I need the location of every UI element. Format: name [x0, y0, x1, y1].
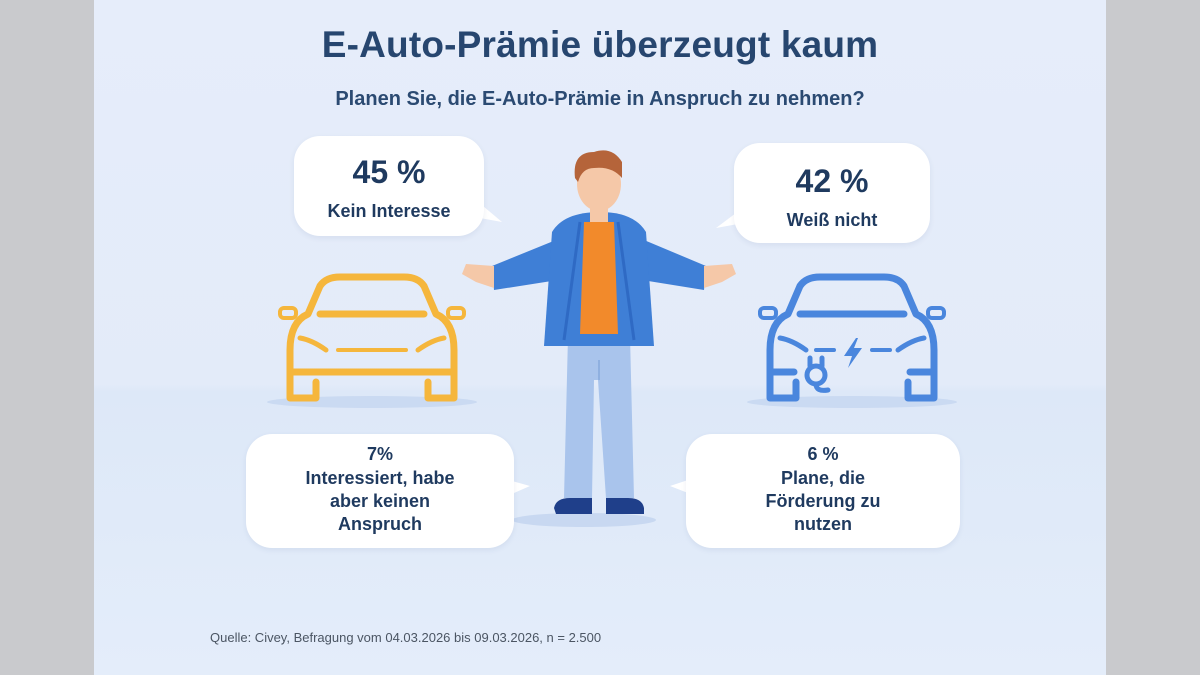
value-kein-anspruch: 7%	[366, 444, 393, 464]
source-note: Quelle: Civey, Befragung vom 04.03.2026 …	[210, 630, 602, 645]
bubble-kein-anspruch: 7% Interessiert, habe aber keinen Anspru…	[246, 434, 514, 548]
value-foerderung-nutzen: 6 %	[807, 444, 839, 464]
chart-title: E-Auto-Prämie überzeugt kaum	[321, 24, 879, 65]
value-weiss-nicht: 42 %	[795, 163, 869, 199]
electric-car-icon	[758, 273, 946, 402]
bubble-kein-interesse: 45 % Kein Interesse	[294, 136, 484, 236]
chart-subtitle: Planen Sie, die E-Auto-Prämie in Anspruc…	[335, 88, 865, 110]
combustion-car-icon	[278, 273, 466, 402]
infographic-canvas: E-Auto-Prämie überzeugt kaum Planen Sie,…	[94, 0, 1106, 675]
lightning-bolt-icon	[844, 338, 862, 368]
bubble-foerderung-nutzen: 6 % Plane, die Förderung zu nutzen	[686, 434, 960, 548]
label-kein-interesse: Kein Interesse	[327, 201, 451, 221]
label-kein-anspruch: Interessiert, habe aber keinen Anspruch	[305, 468, 455, 534]
label-weiss-nicht: Weiß nicht	[786, 210, 878, 230]
value-kein-interesse: 45 %	[352, 154, 426, 190]
label-foerderung-nutzen: Plane, die Förderung zu nutzen	[765, 468, 881, 534]
charging-plug-icon	[804, 355, 831, 393]
person-shrugging-icon	[462, 150, 736, 514]
bubble-weiss-nicht: 42 % Weiß nicht	[734, 143, 930, 243]
illustration	[267, 150, 957, 527]
